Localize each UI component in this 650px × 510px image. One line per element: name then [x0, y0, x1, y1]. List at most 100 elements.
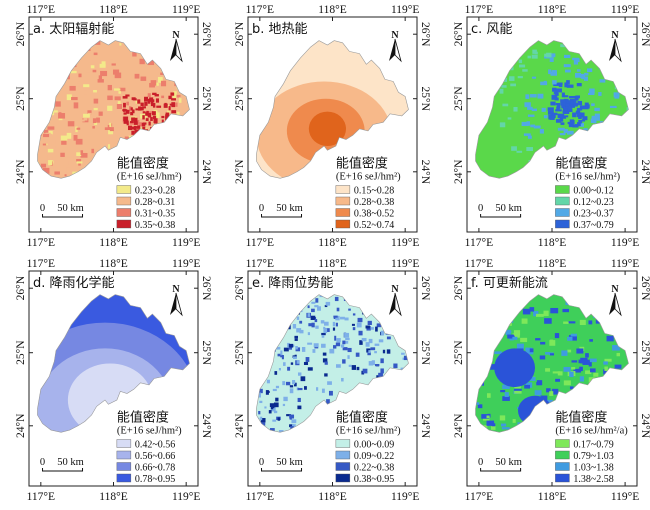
legend-swatch: [116, 208, 132, 217]
legend-title: 能值密度: [117, 410, 169, 426]
legend-label: 0.28~0.38: [354, 197, 394, 208]
north-label: N: [172, 30, 180, 41]
lon-tick-label: 118°E: [99, 237, 127, 249]
lon-tick-label: 117°E: [246, 491, 274, 503]
lon-tick-label: 119°E: [172, 491, 200, 503]
north-arrow-icon: N: [389, 30, 402, 63]
lon-tick-label: 117°E: [246, 4, 274, 16]
legend-swatch: [116, 185, 132, 194]
legend-unit: (E+16 seJ/hm²): [336, 426, 401, 437]
lon-tick-label: 118°E: [538, 258, 566, 270]
lat-tick-label: 24°N: [453, 159, 465, 184]
north-label: N: [391, 30, 399, 41]
lat-tick-label: 25°N: [15, 86, 27, 111]
legend: 能值密度(E+16 seJ/hm²) 0.15~0.280.28~0.380.38…: [335, 156, 401, 231]
panel-title: d. 降雨化学能: [33, 275, 115, 291]
lat-tick-label: 24°N: [234, 413, 246, 438]
legend-unit: (E+16 seJ/hm²): [336, 172, 401, 183]
legend-unit: (E+16 seJ/hm²/a): [555, 426, 628, 437]
lon-tick-label: 119°E: [172, 237, 200, 249]
region-boundary: [37, 294, 190, 433]
legend-label: 0.22~0.38: [354, 463, 394, 474]
legend-label: 0.12~0.23: [573, 197, 613, 208]
legend-label: 0.66~0.78: [135, 463, 175, 474]
legend-title: 能值密度: [555, 410, 607, 426]
lat-tick-label: 25°N: [200, 340, 212, 365]
region-boundary: [475, 294, 629, 433]
panel-title: c. 风能: [471, 22, 512, 37]
lat-tick-label: 25°N: [234, 86, 246, 111]
legend-swatch: [116, 439, 132, 448]
lon-tick-label: 118°E: [318, 491, 346, 503]
legend: 能值密度(E+16 seJ/hm²) 0.23~0.280.28~0.310.31…: [116, 156, 182, 231]
lat-tick-label: 25°N: [453, 340, 465, 365]
legend-unit: (E+16 seJ/hm²): [555, 172, 620, 183]
legend-swatch: [555, 450, 570, 460]
lat-tick-label: 25°N: [639, 340, 650, 365]
lat-tick-label: 24°N: [419, 414, 431, 439]
legend-label: 0.28~0.31: [135, 197, 175, 208]
legend: 能值密度(E+16 seJ/hm²) 0.42~0.560.56~0.660.66…: [116, 410, 182, 485]
legend-swatch: [555, 219, 570, 229]
legend: 能值密度(E+16 seJ/hm²/a)0.17~0.790.79~1.031.…: [555, 410, 628, 485]
scale-label-km: 50 km: [495, 457, 522, 468]
legend-label: 0.78~0.95: [135, 474, 175, 485]
scale-label-zero: 0: [40, 457, 45, 468]
legend-label: 0.23~0.28: [135, 186, 175, 197]
legend-swatch: [555, 439, 570, 448]
legend-swatch: [555, 196, 570, 206]
legend-unit: (E+16 seJ/hm²): [117, 426, 182, 437]
legend-swatch: [335, 439, 351, 448]
legend-label: 0.17~0.79: [573, 440, 613, 451]
lon-tick-label: 118°E: [538, 4, 566, 16]
scale-label-zero: 0: [478, 203, 483, 214]
lon-tick-label: 117°E: [27, 4, 55, 16]
lon-tick-label: 119°E: [611, 258, 639, 270]
lat-tick-label: 26°N: [639, 276, 650, 301]
lat-tick-label: 25°N: [419, 86, 431, 111]
legend-title: 能值密度: [555, 156, 607, 172]
lat-tick-label: 25°N: [453, 86, 465, 111]
legend-swatch: [116, 196, 132, 206]
lon-tick-label: 119°E: [611, 237, 639, 249]
lat-tick-label: 26°N: [15, 275, 27, 300]
lat-tick-label: 24°N: [200, 414, 212, 439]
legend-swatch: [335, 219, 351, 229]
scale-label-zero: 0: [40, 203, 45, 214]
lat-tick-label: 24°N: [419, 160, 431, 185]
north-arrow-icon: N: [389, 284, 402, 317]
panel-title: e. 降雨位势能: [252, 275, 333, 291]
legend: 能值密度(E+16 seJ/hm²) 0.00~0.120.12~0.230.23…: [555, 156, 621, 231]
lon-tick-label: 119°E: [391, 4, 419, 16]
scale-label-zero: 0: [259, 457, 264, 468]
lon-tick-label: 118°E: [318, 237, 346, 249]
lon-tick-label: 117°E: [27, 491, 55, 503]
legend-swatch: [116, 462, 132, 471]
lon-tick-label: 118°E: [318, 258, 346, 270]
legend-unit: (E+16 seJ/hm²): [117, 172, 182, 183]
north-arrow-icon: N: [609, 30, 622, 63]
legend-label: 0.23~0.37: [573, 209, 613, 220]
lon-tick-label: 117°E: [27, 258, 55, 270]
legend-label: 0.56~0.66: [135, 451, 175, 462]
legend-swatch: [555, 473, 570, 483]
lat-tick-label: 25°N: [419, 340, 431, 365]
legend-title: 能值密度: [336, 156, 388, 172]
north-arrow-icon: N: [170, 284, 183, 317]
legend-swatch: [555, 462, 570, 471]
north-label: N: [172, 284, 180, 295]
legend-label: 0.00~0.09: [354, 440, 394, 451]
lat-tick-label: 26°N: [453, 21, 465, 46]
lon-tick-label: 117°E: [246, 237, 274, 249]
legend-label: 0.09~0.22: [354, 451, 394, 462]
north-arrow-icon: N: [609, 284, 622, 317]
lon-tick-label: 119°E: [172, 258, 200, 270]
panel-title: a. 太阳辐射能: [33, 21, 114, 37]
legend-label: 0.38~0.95: [354, 474, 394, 485]
lat-tick-label: 24°N: [639, 160, 650, 185]
scale-label-km: 50 km: [276, 457, 303, 468]
legend-label: 1.03~1.38: [573, 463, 613, 474]
